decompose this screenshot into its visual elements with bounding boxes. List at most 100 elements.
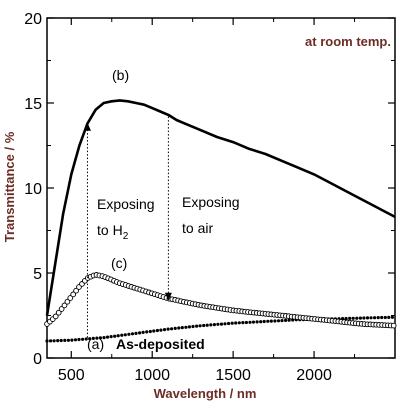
series-point (58, 306, 65, 312)
series-point (77, 337, 81, 342)
label-curve-a: (a) (87, 336, 104, 352)
series-point (109, 335, 113, 339)
series-point (355, 316, 359, 320)
x-tick-label: 1500 (215, 367, 251, 384)
series-point (273, 319, 277, 323)
series-point (198, 324, 202, 328)
series-point (159, 328, 163, 332)
series-point (98, 336, 102, 340)
series-point (113, 334, 117, 338)
label-as-deposited: As-deposited (116, 336, 205, 352)
series-point (387, 315, 391, 319)
series-point (362, 316, 366, 320)
series-point (269, 319, 273, 323)
ticks: 500 1000 1500 2000 0 5 10 15 20 (24, 11, 395, 384)
y-tick-label: 15 (24, 96, 42, 113)
series-point (64, 298, 71, 305)
series-point (52, 313, 59, 320)
series-point (234, 321, 238, 325)
series-point (184, 325, 188, 329)
series-point (195, 324, 199, 328)
series-point (155, 328, 159, 333)
series-point (55, 309, 62, 316)
x-axis-title: Wavelength / nm (154, 386, 257, 401)
series-point (202, 323, 206, 328)
series-point (276, 319, 281, 323)
series-point (259, 320, 263, 324)
y-tick-label: 10 (24, 181, 42, 198)
series-point (130, 332, 135, 336)
series-point (390, 315, 394, 319)
series-point (177, 326, 181, 330)
series-point (223, 322, 227, 326)
series-point (358, 316, 362, 320)
series-point (344, 316, 348, 321)
series-point (237, 321, 241, 325)
series-point (127, 332, 131, 336)
series-point (59, 338, 63, 343)
annotation-h2-subscript: 2 (123, 231, 129, 242)
series-point (70, 291, 77, 298)
arrow-exposing-air (164, 116, 172, 301)
series-point (216, 322, 220, 326)
series-point (287, 318, 291, 322)
annotation-exposing-air-line1: Exposing (182, 194, 240, 210)
series-point (351, 316, 355, 320)
series-point (73, 287, 79, 294)
series-point (67, 295, 74, 301)
series-point (73, 338, 78, 342)
y-tick-label: 20 (24, 11, 42, 28)
label-curve-b: (b) (112, 67, 129, 83)
series-point (61, 302, 68, 309)
series-point (369, 316, 373, 320)
arrow-head (83, 122, 91, 131)
series-point (88, 337, 92, 341)
series-point (145, 330, 149, 334)
series-point (120, 333, 124, 337)
series-point (180, 326, 184, 330)
series-point (209, 323, 213, 327)
series-point (373, 316, 377, 320)
series-point (116, 334, 120, 338)
series-point (187, 325, 191, 329)
annotation-to-h: to H (97, 222, 123, 238)
series-point (266, 319, 270, 323)
series-point (166, 327, 170, 331)
series-point (348, 316, 352, 320)
series-point (191, 324, 195, 329)
x-tick-label: 500 (58, 367, 85, 384)
series-c (44, 272, 397, 329)
series-point (241, 321, 245, 325)
label-curve-c: (c) (111, 255, 127, 271)
series-point (102, 336, 106, 340)
series-point (70, 338, 74, 342)
series-point (138, 331, 142, 335)
series-point (251, 320, 256, 324)
series-point (255, 320, 259, 324)
series-point (383, 315, 387, 320)
series-point (148, 329, 152, 334)
arrow-exposing-h2 (83, 122, 91, 338)
series-point (212, 323, 216, 327)
series-point (49, 339, 53, 343)
series-point (227, 321, 231, 326)
series-point (170, 327, 174, 331)
series-point (390, 322, 397, 329)
series-point (262, 319, 266, 324)
annotation-exposing-air-line2: to air (182, 220, 213, 236)
series-point (105, 335, 110, 339)
series-point (56, 339, 60, 343)
series-point (81, 337, 85, 341)
annotation-room-temp: at room temp. (305, 34, 391, 49)
series-point (52, 339, 56, 343)
series-point (84, 337, 88, 341)
series-point (205, 323, 209, 327)
series-point (152, 329, 156, 333)
series-point (230, 321, 234, 325)
series-point (173, 326, 177, 330)
x-tick-label: 1000 (134, 367, 170, 384)
series-point (280, 319, 284, 323)
series-point (219, 322, 224, 326)
